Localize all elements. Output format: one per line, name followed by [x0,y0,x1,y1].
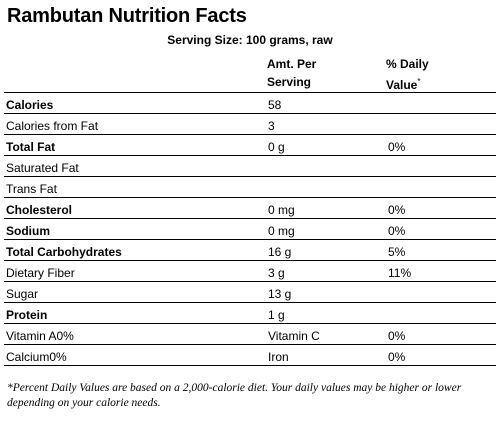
page-title: Rambutan Nutrition Facts [7,5,247,27]
serving-size: Serving Size: 100 grams, raw [167,33,333,47]
nutrient-label: Calories [4,92,266,114]
amount-value: 58 [266,92,386,114]
nutrient-label: Trans Fat [4,176,266,198]
nutrient-label: Calories from Fat [4,113,266,135]
daily-value-header: % Daily Value* [386,55,429,94]
column-headers: Amt. Per Serving % Daily Value* [0,53,500,94]
nutrient-label: Sugar [4,281,266,303]
nutrition-table: Calories 58 Calories from Fat 3 Total Fat 0 g… [4,92,496,366]
daily-value [386,92,496,114]
table-row: Sugar 13 g [4,281,496,303]
daily-value: 11% [386,260,496,282]
daily-value [386,302,496,324]
amount-value: 3 g [266,260,386,282]
nutrient-label: Protein [4,302,266,324]
amount-value: 0 g [266,134,386,156]
table-row: Sodium 0 mg 0% [4,218,496,240]
daily-value-header-line-2: Value* [386,73,429,94]
table-row: Vitamin A0% Vitamin C 0% [4,323,496,345]
amount-value: 16 g [266,239,386,261]
amount-value [266,176,386,198]
nutrient-label: Cholesterol [4,197,266,219]
amount-value: 0 mg [266,218,386,240]
daily-value: 0% [386,197,496,219]
daily-value-header-line-1: % Daily [386,57,429,71]
daily-value: 5% [386,239,496,261]
nutrient-label: Dietary Fiber [4,260,266,282]
amount-per-serving-header: Amt. Per Serving [267,55,316,91]
daily-value: 0% [386,344,496,366]
daily-value [386,176,496,198]
daily-value [386,113,496,135]
amount-value: 0 mg [266,197,386,219]
amount-value: Iron [266,344,386,366]
daily-value: 0% [386,218,496,240]
nutrient-label: Vitamin A0% [4,323,266,345]
daily-value: 0% [386,134,496,156]
amount-value: 13 g [266,281,386,303]
daily-value: 0% [386,323,496,345]
nutrient-label: Sodium [4,218,266,240]
footnote: *Percent Daily Values are based on a 2,0… [7,382,462,409]
daily-value [386,155,496,177]
amount-value [266,155,386,177]
table-row: Calories from Fat 3 [4,113,496,135]
amount-value: 3 [266,113,386,135]
daily-value-marker: * [417,77,421,86]
amount-value: Vitamin C [266,323,386,345]
amount-value: 1 g [266,302,386,324]
amount-header-line-1: Amt. Per [267,57,317,71]
daily-value [386,281,496,303]
table-row: Calcium0% Iron 0% [4,344,496,366]
nutrient-label: Total Fat [4,134,266,156]
table-row: Cholesterol 0 mg 0% [4,197,496,219]
table-row: Total Carbohydrates 16 g 5% [4,239,496,261]
amount-header-line-2: Serving [267,75,312,89]
nutrient-label: Total Carbohydrates [4,239,266,261]
table-row: Saturated Fat [4,155,496,177]
table-row: Protein 1 g [4,302,496,324]
nutrient-label: Saturated Fat [4,155,266,177]
table-row: Calories 58 [4,92,496,114]
table-row: Dietary Fiber 3 g 11% [4,260,496,282]
table-row: Total Fat 0 g 0% [4,134,496,156]
daily-value-header-text: Value [386,78,418,92]
nutrient-label: Calcium0% [4,344,266,366]
table-row: Trans Fat [4,176,496,198]
